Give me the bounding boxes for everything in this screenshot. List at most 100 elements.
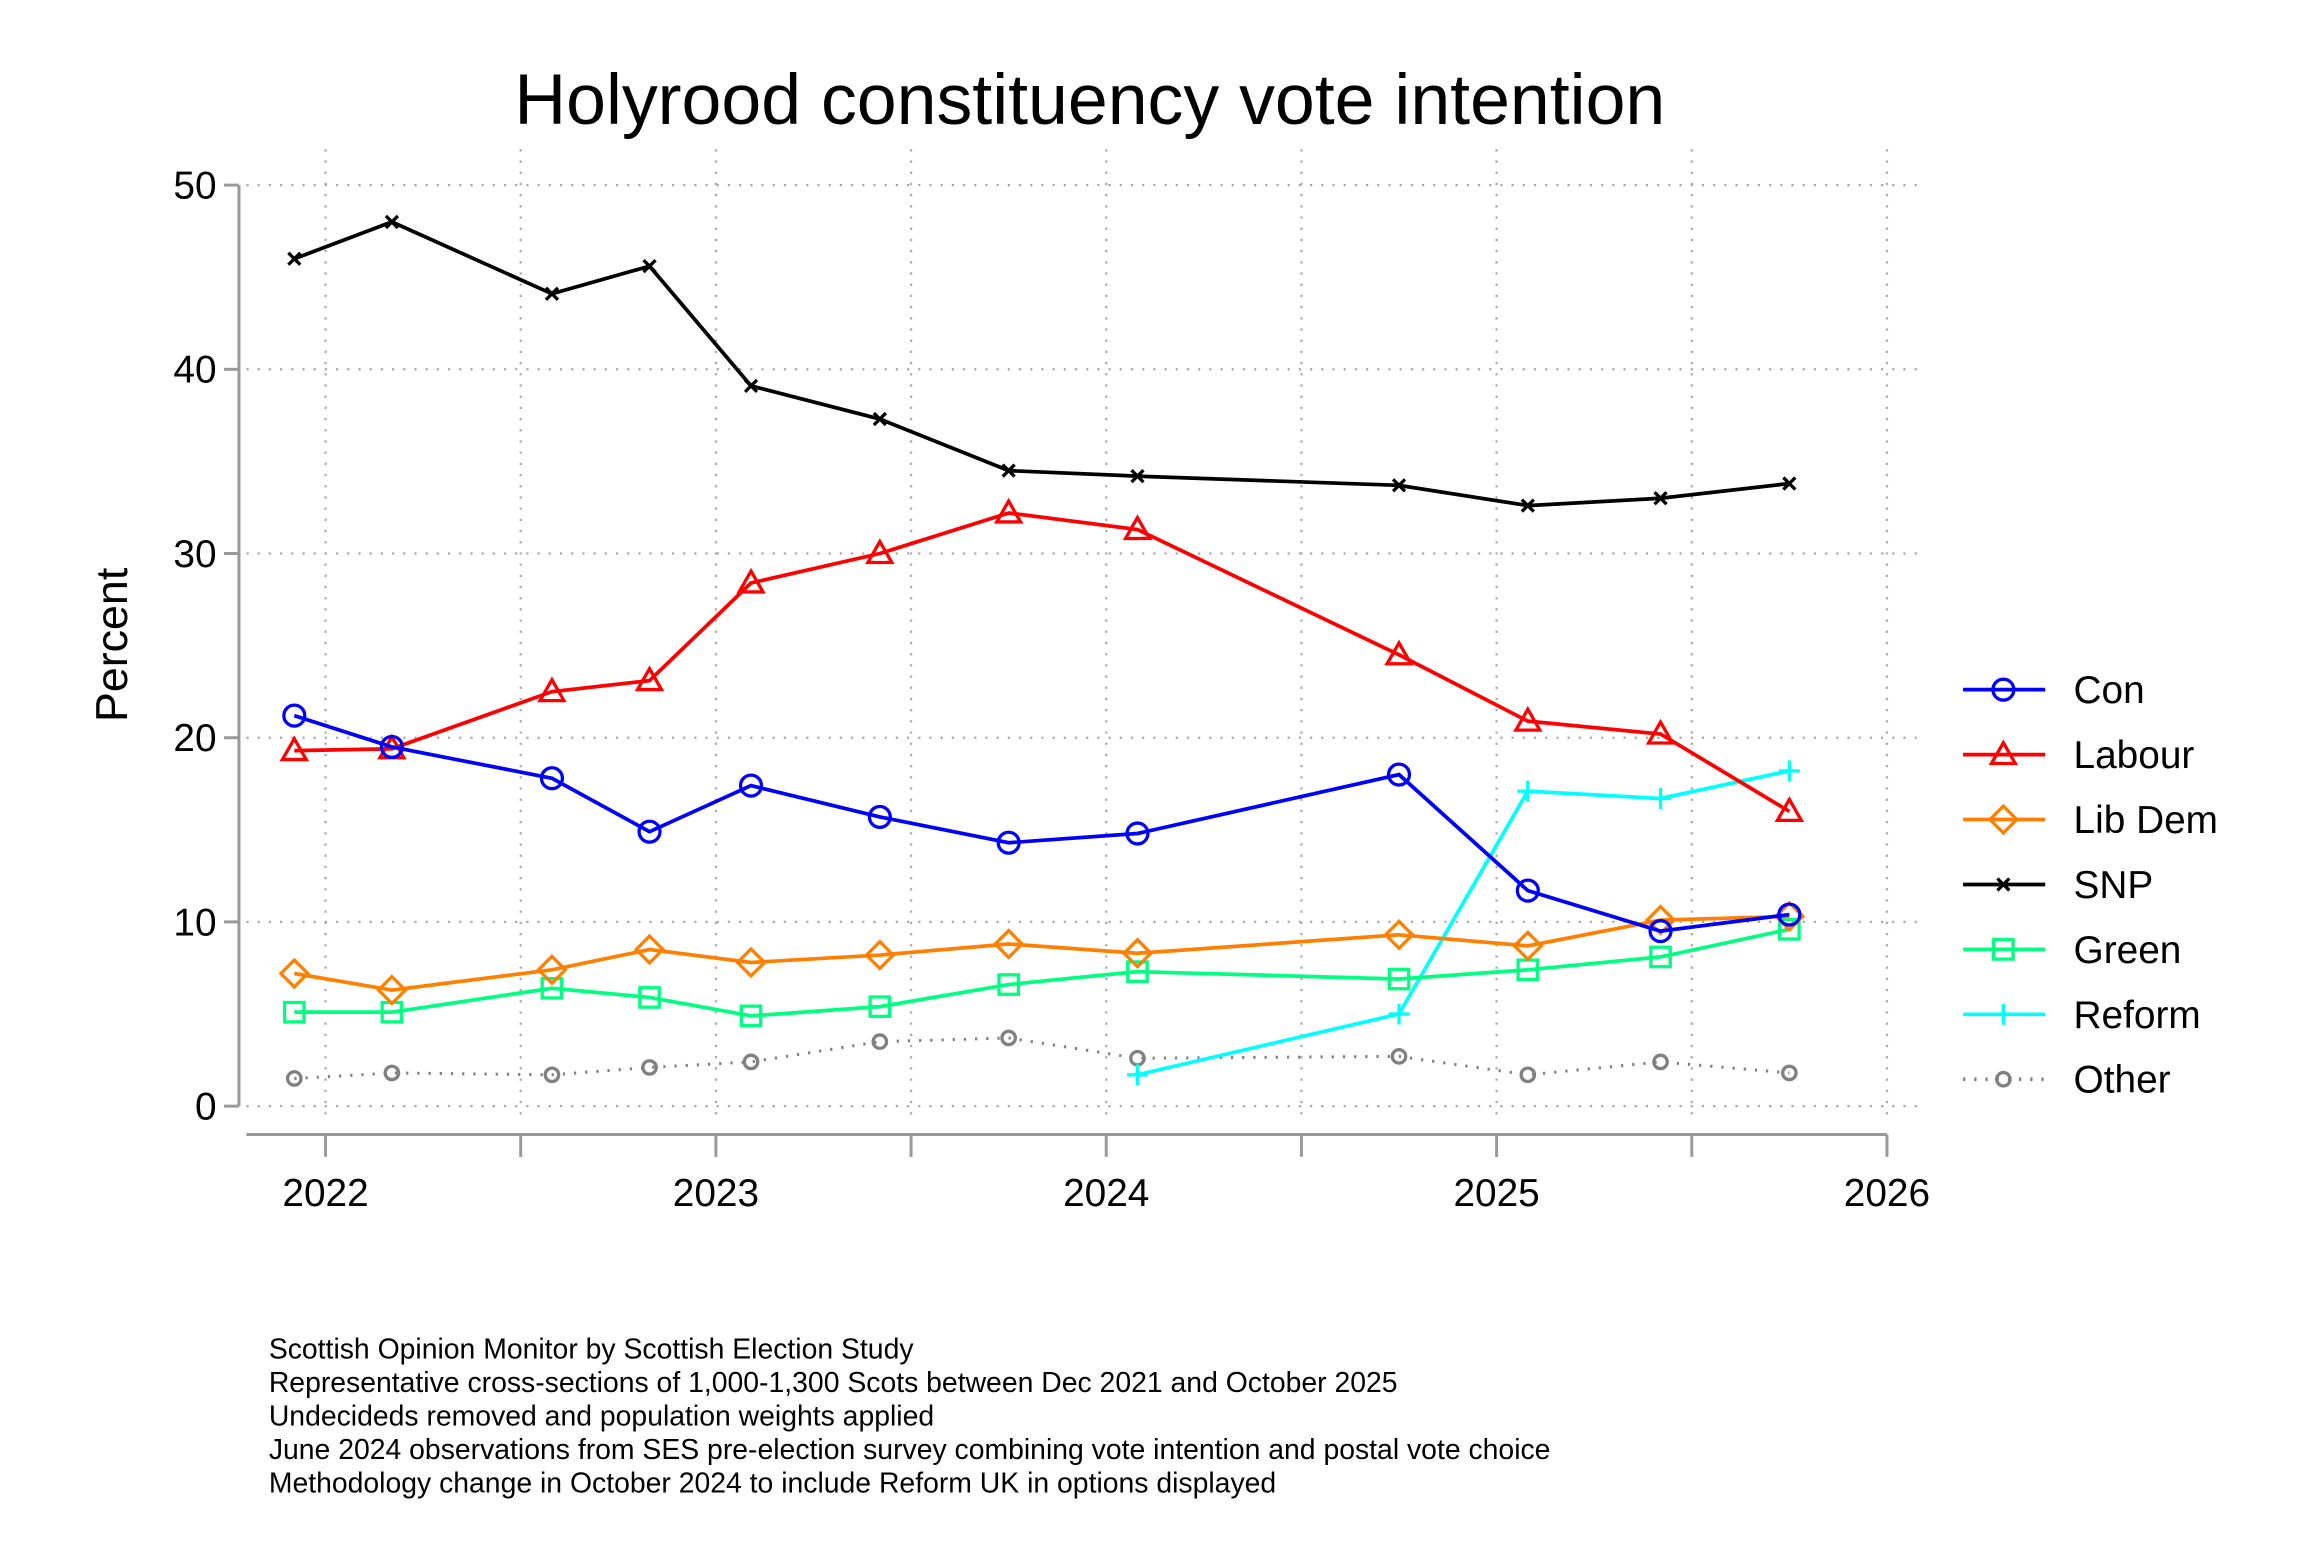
series-line (294, 1036, 1790, 1080)
data-point (1386, 762, 1412, 787)
x-tick-label: 2022 (282, 1172, 368, 1215)
data-point (634, 665, 665, 692)
series-other (285, 1029, 1798, 1087)
legend-marker (1995, 1070, 2012, 1088)
legend-marker (1988, 739, 2019, 766)
x-tick-label: 2025 (1453, 1172, 1539, 1215)
legend-label: Labour (2074, 734, 2195, 777)
series-line (293, 713, 1790, 934)
data-point (743, 378, 759, 394)
data-point (1653, 491, 1668, 506)
y-tick-label: 40 (173, 349, 216, 392)
data-point (1648, 919, 1673, 944)
legend-marker (1996, 877, 2011, 892)
data-point (1777, 902, 1802, 927)
data-point (282, 1000, 306, 1024)
data-point (736, 567, 766, 594)
data-point (279, 735, 310, 762)
footnote-line: Methodology change in October 2024 to in… (269, 1468, 1276, 1500)
legend-item: Labour (1963, 734, 2194, 777)
x-tick-label: 2023 (673, 1172, 759, 1215)
data-point (1122, 514, 1153, 541)
data-point (1000, 1029, 1018, 1047)
legend-label: Lib Dem (2074, 799, 2218, 842)
footnote-line: June 2024 observations from SES pre-elec… (269, 1434, 1551, 1466)
data-point (278, 957, 311, 990)
legend-marker (1992, 1003, 2014, 1025)
data-point (996, 830, 1021, 855)
data-point (864, 939, 896, 971)
data-point (867, 804, 892, 830)
data-point (376, 974, 408, 1006)
y-tick-label: 0 (195, 1086, 217, 1129)
data-point (742, 1053, 760, 1071)
data-point (1383, 919, 1415, 951)
data-point (1391, 478, 1407, 493)
data-point (865, 538, 895, 565)
legend-item: Other (1963, 1059, 2171, 1102)
series-group (278, 214, 1806, 1087)
data-point (871, 1033, 889, 1051)
data-point (1384, 639, 1414, 666)
legend-label: Con (2074, 669, 2145, 712)
data-point (1774, 796, 1805, 822)
series-line (294, 511, 1791, 813)
series-line (293, 219, 1790, 508)
data-point (540, 976, 564, 1000)
data-point (287, 251, 302, 266)
footnote-line: Scottish Opinion Monitor by Scottish Ele… (269, 1333, 915, 1365)
data-point (383, 1064, 401, 1082)
data-point (1778, 760, 1800, 782)
gridlines (246, 149, 1919, 1120)
series-con (282, 703, 1802, 944)
data-point (1512, 930, 1544, 962)
data-point (1652, 1053, 1669, 1071)
data-point (1387, 967, 1411, 991)
data-point (1649, 945, 1672, 969)
data-point (384, 214, 400, 230)
legend-marker (1992, 938, 2015, 961)
x-tick-label: 2026 (1844, 1172, 1930, 1215)
data-point (868, 995, 892, 1018)
series-reform (1127, 760, 1800, 1086)
data-point (1126, 960, 1149, 983)
data-point (1127, 1064, 1148, 1086)
legend-marker (1991, 677, 2016, 702)
data-point (282, 703, 307, 728)
y-axis-label: Percent (87, 567, 137, 722)
y-tick-label: 50 (173, 165, 216, 208)
legend-item: SNP (1963, 864, 2153, 907)
data-point (642, 259, 657, 274)
data-point (1130, 469, 1145, 484)
series-lib-dem (278, 900, 1806, 1006)
legend-marker (1987, 803, 2020, 836)
data-point (1517, 780, 1539, 802)
legend-item: Green (1963, 929, 2181, 972)
data-point (1390, 1048, 1408, 1065)
data-point (637, 819, 662, 844)
data-point (997, 973, 1021, 996)
y-tick-label: 10 (173, 901, 216, 944)
x-tick-label: 2024 (1063, 1172, 1149, 1215)
data-point (1644, 904, 1677, 936)
data-point (536, 954, 568, 986)
data-point (738, 773, 764, 798)
legend-label: SNP (2074, 864, 2154, 907)
data-point (1515, 878, 1540, 903)
data-point (735, 946, 767, 979)
y-tick-label: 20 (173, 717, 216, 760)
data-point (739, 1004, 763, 1028)
data-point (1650, 788, 1671, 809)
footnotes: Scottish Opinion Monitor by Scottish Ele… (269, 1333, 1551, 1499)
data-point (993, 497, 1024, 524)
data-point (1121, 937, 1154, 969)
data-point (544, 286, 560, 301)
data-point (638, 986, 661, 1009)
legend-item: Lib Dem (1963, 799, 2218, 842)
data-point (539, 766, 565, 791)
y-tick-label: 30 (173, 533, 216, 576)
data-point (1645, 718, 1676, 745)
data-point (1001, 463, 1016, 478)
axes: 0 10 20 30 40 50 2022 2023 2024 2025 2026 (173, 165, 1930, 1216)
legend-item: Reform (1963, 994, 2201, 1037)
